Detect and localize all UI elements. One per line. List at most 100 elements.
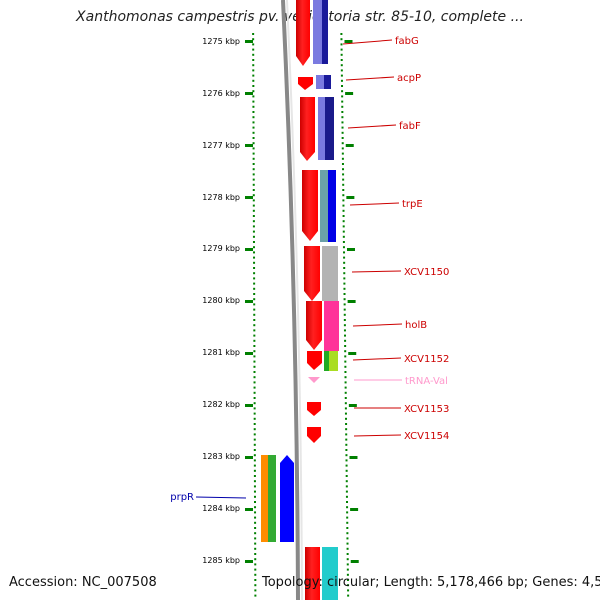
ruler-tick-dot (252, 230, 255, 233)
ruler-tick-dot (345, 417, 348, 420)
gene-arrow-acpP[interactable] (298, 77, 313, 90)
label-trpE[interactable]: trpE (402, 199, 423, 210)
ruler-label: 1281 kbp (202, 348, 240, 357)
ruler-tick-dot (342, 189, 345, 191)
ruler-tick-dot (343, 261, 346, 264)
ruler-tick-dot (253, 443, 256, 446)
ruler-tick-dot (340, 59, 343, 61)
gene-arrow-fabF[interactable] (300, 97, 315, 161)
ruler-tick-dot (344, 365, 347, 368)
ruler-tick-dot (254, 594, 257, 597)
ruler-tick-dot (340, 38, 343, 41)
ruler-tick-dot (342, 199, 345, 202)
label-XCV1152[interactable]: XCV1152 (404, 354, 449, 365)
ruler-tick-dot (253, 397, 256, 399)
reverse-gene-prpR[interactable] (261, 455, 294, 542)
ruler-label: 1283 kbp (202, 452, 240, 461)
ruler-tick-dot (343, 313, 346, 316)
ruler-tick-dot (253, 267, 256, 269)
ruler-tick-dot (346, 501, 349, 503)
gene-arrow-XCV1155[interactable] (305, 547, 320, 600)
label-holB[interactable]: holB (405, 320, 427, 331)
gene-arrow-XCV1152[interactable] (307, 351, 322, 370)
ruler-tick-dot (340, 69, 343, 72)
ruler-tick-dot (345, 495, 348, 498)
ruler-tick-dot (252, 147, 255, 150)
feature-labels: fabG acpP fabF trpE XCV1150 holB XCV1152… (170, 36, 449, 503)
cog-block (325, 97, 334, 160)
ruler-tick-dot (345, 449, 348, 451)
ruler-tick-dot (253, 261, 256, 264)
label-XCV1150[interactable]: XCV1150 (404, 267, 449, 278)
ruler-tick-dot (252, 225, 255, 228)
gene-arrow-fabG[interactable] (296, 0, 310, 66)
ruler-tick-dot (252, 137, 255, 139)
ruler-tick-dot (253, 303, 256, 306)
ruler-tick-dot (253, 386, 256, 389)
ruler-tick-dot (347, 584, 350, 587)
ruler-tick-dot (252, 209, 255, 212)
ruler-major-tick (348, 404, 357, 407)
gene-arrow-prpR[interactable] (280, 455, 294, 542)
label-fabG[interactable]: fabG (395, 36, 419, 47)
ruler-tick-dot (252, 189, 255, 191)
ruler-major-tick (245, 40, 253, 43)
gene-arrow-XCV1153[interactable] (307, 402, 321, 416)
ruler-tick-dot (347, 594, 350, 597)
ruler-tick-dot (252, 173, 255, 176)
ruler-tick-dot (341, 85, 344, 87)
ruler-tick-dot (346, 532, 349, 535)
ruler-tick-dot (254, 573, 257, 576)
forward-genes (296, 0, 322, 600)
ruler-tick-dot (340, 48, 343, 51)
gene-arrow-XCV1154[interactable] (307, 427, 321, 443)
ruler-tick-dot (253, 345, 256, 347)
label-prpR[interactable]: prpR (170, 492, 194, 503)
cog-block (268, 455, 276, 542)
ruler-tick-dot (253, 412, 256, 415)
label-XCV1153[interactable]: XCV1153 (404, 404, 449, 415)
ruler-tick-dot (340, 74, 343, 77)
ruler-tick-dot (346, 516, 349, 519)
ruler-tick-dot (253, 485, 256, 488)
ruler-tick-dot (342, 220, 345, 223)
ruler-tick-dot (341, 90, 344, 93)
ruler-tick-dot (341, 157, 344, 160)
cog-block (329, 351, 338, 371)
ruler-tick-dot (345, 428, 348, 431)
ruler-ticks (245, 33, 359, 597)
gene-arrow-XCV1150[interactable] (304, 246, 320, 301)
ruler-major-tick (245, 248, 253, 251)
ruler-tick-dot (340, 43, 343, 46)
ruler-tick-dot (346, 568, 349, 571)
ruler-major-tick (245, 404, 253, 407)
gene-arrow-holB[interactable] (306, 301, 322, 350)
ruler-tick-dot (252, 215, 255, 217)
gene-arrow-tRNA-Val[interactable] (308, 377, 320, 383)
leader-fabG (342, 39, 393, 45)
ruler-tick-dot (254, 568, 257, 571)
label-XCV1154[interactable]: XCV1154 (404, 431, 449, 442)
gene-arrow-trpE[interactable] (302, 170, 318, 241)
ruler-tick-dot (345, 443, 348, 446)
ruler-tick-dot (342, 230, 345, 233)
ruler-tick-dot (253, 365, 256, 368)
label-fabF[interactable]: fabF (399, 121, 421, 132)
ruler-major-tick (348, 352, 357, 355)
ruler-tick-dot (343, 272, 346, 275)
ruler-tick-dot (342, 215, 345, 217)
ruler-tick-dot (342, 183, 345, 186)
cog-block (261, 455, 268, 542)
ruler-tick-dot (254, 558, 257, 561)
ruler-tick-dot (341, 142, 344, 145)
ruler-tick-dot (253, 334, 256, 337)
ruler-tick-dot (253, 355, 256, 358)
ruler-tick-dot (252, 100, 255, 103)
label-tRNA-Val[interactable]: tRNA-Val (405, 376, 448, 387)
ruler-major-tick (245, 352, 253, 355)
ruler-tick-dot (343, 308, 346, 311)
ruler-tick-dot (254, 563, 257, 566)
ruler-tick-dot (345, 459, 348, 462)
label-acpP[interactable]: acpP (397, 73, 421, 84)
